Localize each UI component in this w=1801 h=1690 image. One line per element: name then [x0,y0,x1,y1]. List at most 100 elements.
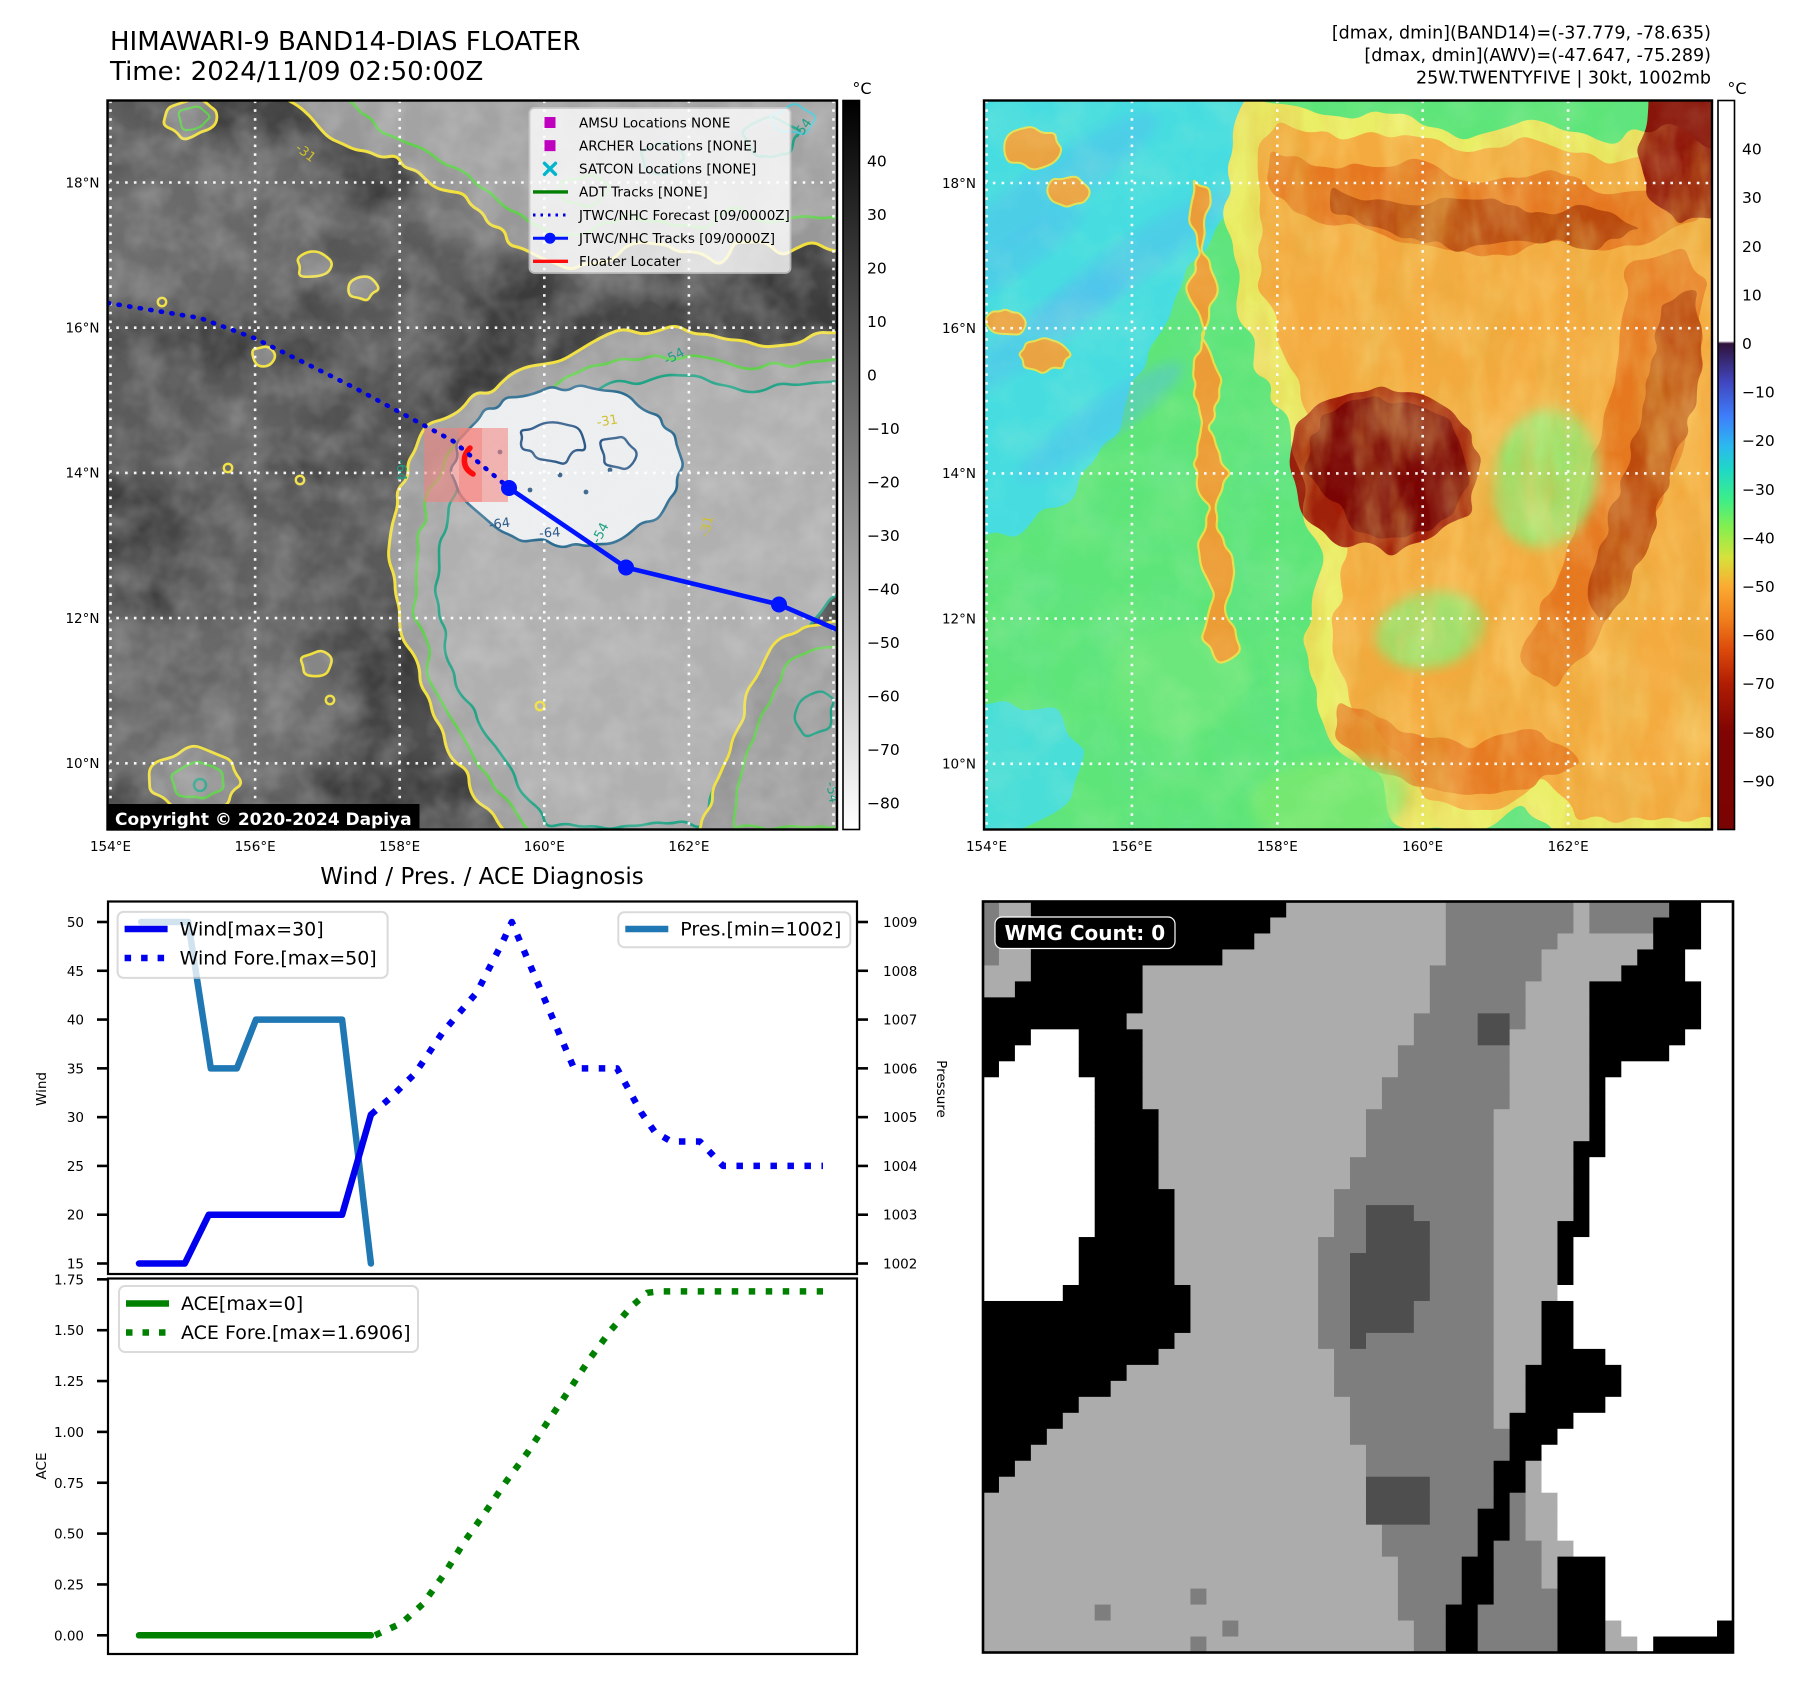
wmg-cell-run [1158,1173,1351,1190]
ace-tick-label: 1.50 [54,1323,84,1339]
contour-label: -64 [488,516,511,534]
wmg-cell-run [1509,1061,1590,1078]
wmg-cell-run [1525,1476,1543,1494]
wmg-cell-run [1365,1205,1415,1222]
band14-panel: -31-54-54-31-64-64-64-54 -31-54Copyright … [65,99,839,855]
wmg-cell-run [1413,1300,1495,1318]
wmg-cell-run [1493,1380,1527,1398]
wmg-frame [981,900,1735,1654]
lat-tick-label: 10°N [942,757,976,773]
wmg-cell-run [1094,1093,1144,1110]
awv-colorbar-gradient [1717,99,1736,831]
band14-tick-labels: 154°E 156°E 158°E 160°E 162°E 18°N 16°N 14°N 12°… [65,175,709,855]
colorbar-tick-label: −70 [1742,675,1775,693]
wmg-cell-run [1222,1620,1239,1638]
wmg-cell-run [1078,1029,1144,1046]
wmg-cell-run [1094,1077,1144,1094]
wmg-cell-run [1493,1332,1543,1350]
wmg-cell-run [1334,1221,1367,1238]
pressure-tick-label: 1005 [883,1110,917,1126]
wmg-cell-run [1206,1588,1399,1606]
wmg-cell-run [1429,1492,1495,1510]
wmg-cell-run [1509,1013,1527,1030]
wmg-cell-run [1477,1029,1511,1046]
ace-tick-label: 0.25 [54,1577,84,1593]
wmg-cell-run [1573,1141,1606,1158]
colorbar-tick-label: 0 [1742,335,1752,353]
lat-tick-label: 16°N [942,321,976,337]
wmg-cell-run [1110,1604,1399,1622]
wmg-cell-run [983,1284,1064,1302]
wind-tick-label: 25 [67,1159,84,1175]
wmg-cell-run [983,1460,1016,1478]
wmg-cell-run [1557,1237,1574,1254]
wmg-cell-run [1429,965,1543,982]
wmg-cell-run [1493,1284,1558,1302]
wmg-cell-run [983,1556,1399,1574]
colorbar-tick-label: −60 [867,687,900,705]
legend-item-label: AMSU Locations NONE [579,115,730,131]
wmg-cell-run [1605,1588,1733,1606]
wmg-cell-run [1589,1045,1670,1062]
floater-locater-mark [461,445,476,477]
wmg-cell-run [1126,1364,1335,1382]
wmg-cell-run [1014,1460,1367,1478]
wmg-cell-run [1653,917,1702,934]
wmg-cell-run [1605,1109,1733,1126]
wmg-cell-run [1573,901,1590,918]
page-title: HIMAWARI-9 BAND14-DIAS FLOATER [110,27,580,57]
wmg-cell-run [983,1013,1128,1030]
pressure-tick-label: 1006 [883,1061,917,1077]
wmg-cell-run [1094,1141,1160,1158]
wmg-cell-run [1078,1237,1175,1254]
wmg-cell-run [1493,1316,1543,1334]
wmg-cell-run [1493,1173,1574,1190]
wmg-cell-run [1589,1157,1733,1174]
wind-tick-label: 30 [67,1110,84,1126]
wmg-cell-run [1078,1253,1175,1270]
wmg-cell-run [1605,1604,1733,1622]
lat-tick-label: 14°N [942,466,976,482]
wmg-cell-run [1174,1189,1335,1206]
wmg-cell-run [1573,1300,1733,1318]
wmg-cell-run [983,1316,1191,1334]
wmg-cell-run [1078,1396,1351,1414]
ace-tick-label: 0.00 [54,1628,84,1644]
wmg-cell-run [983,1332,1175,1350]
wmg-cell-run [1589,917,1654,934]
wmg-cell-run [1557,1428,1733,1446]
wmg-cell-run [1206,1636,1415,1653]
wmg-cell-run [1621,1364,1733,1382]
map-legend-box [528,107,792,274]
lon-tick-label: 156°E [1111,839,1152,855]
wmg-cell-run [1557,1284,1733,1302]
colorbar-tick-label: −10 [1742,384,1775,402]
wmg-cell-run [983,1189,1096,1206]
wmg-cell-run [1573,1189,1590,1206]
wmg-cell-run [983,1125,1096,1142]
wmg-cell-run [1605,1620,1622,1638]
wmg-cell-run [983,1540,1383,1558]
wmg-cell-run [1493,1269,1558,1286]
wmg-cell-run [1493,1109,1590,1126]
pressure-tick-label: 1007 [883,1013,917,1029]
wmg-cell-run [1557,1556,1606,1574]
legend-item-label: ARCHER Locations [NONE] [579,138,757,154]
wind-tick-label: 35 [67,1061,84,1077]
jtwc-track-point [618,559,634,576]
wmg-cell-run [983,1380,1112,1398]
wmg-cell-run [983,901,1000,918]
jtwc-past-track [507,486,837,633]
wmg-cell-run [983,1157,1096,1174]
awv-gridlines [984,100,1712,830]
wmg-cell-run [1126,1013,1415,1030]
wmg-cell-run [1429,1253,1495,1270]
wmg-cell-run [1557,933,1654,950]
wmg-cell-run [1286,901,1447,918]
jtwc-track-point [501,480,517,496]
ace-axis-label: ACE [34,1453,50,1480]
wmg-cell-run [1573,1237,1733,1254]
wmg-cell-run [1365,1492,1431,1510]
wmg-cell-run [983,1045,1016,1062]
wmg-cell-run [1525,1460,1543,1478]
